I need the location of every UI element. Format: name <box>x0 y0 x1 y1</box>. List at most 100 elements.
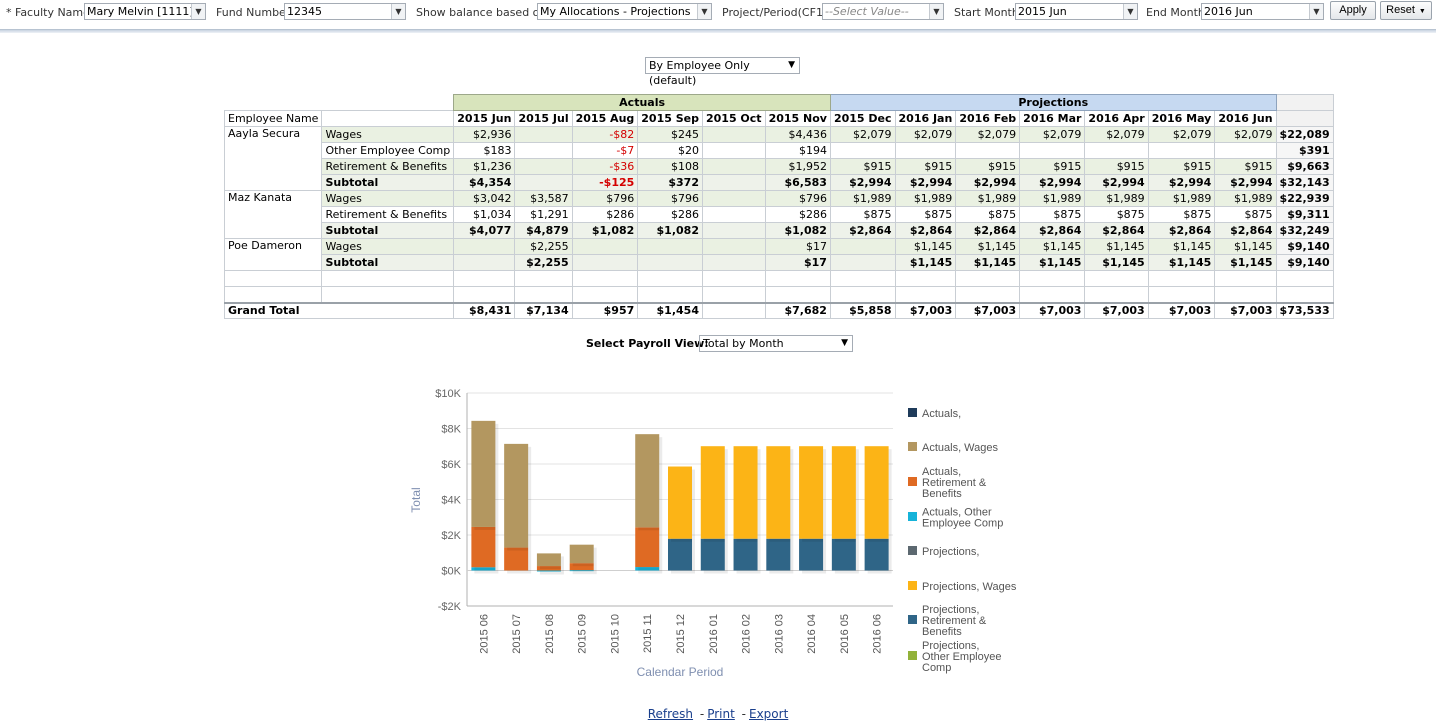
apply-button[interactable]: Apply <box>1330 1 1376 20</box>
line-item-cell: Other Employee Comp <box>321 142 455 159</box>
legend-label: Projections, Retirement & Benefits <box>922 604 987 638</box>
table-row: Retirement & Benefits $1,236 -$36 $108 $1,95… <box>225 158 1334 175</box>
empty-cell <box>1147 270 1216 287</box>
payroll-chart: -$2K $0K $2K $4K $6K $8K $10K Total Calendar Per… <box>400 380 1040 690</box>
x-tick-label: 2015 06 <box>478 614 490 654</box>
empty-cell <box>453 286 516 303</box>
value-cell: $3,587 <box>514 190 573 207</box>
month-header: 2016 Jan <box>894 110 957 127</box>
value-cell: $2,079 <box>1019 126 1086 143</box>
value-cell <box>514 174 573 191</box>
grand-total-cell: $7,134 <box>514 301 573 319</box>
value-cell <box>1084 142 1149 159</box>
value-cell <box>829 142 896 159</box>
project-period-placeholder: --Select Value-- <box>825 5 909 18</box>
y-tick-label: $4K <box>441 495 461 507</box>
value-cell: $2,994 <box>894 174 957 191</box>
month-header: 2016 Feb <box>955 110 1021 127</box>
caret-down-icon: ▼ <box>1418 8 1426 15</box>
empty-cell <box>1147 286 1216 303</box>
empty-cell <box>637 270 703 287</box>
legend-label: Actuals, Wages <box>922 442 999 454</box>
empty-cell <box>571 270 639 287</box>
bar-segment <box>536 566 561 571</box>
value-cell: $796 <box>764 190 831 207</box>
empty-cell <box>701 270 766 287</box>
empty-cell <box>637 286 703 303</box>
value-cell <box>453 238 516 255</box>
faculty-name-select[interactable]: Mary Melvin [1111] ▼ <box>84 3 206 20</box>
value-cell <box>829 254 896 271</box>
balance-basis-value: My Allocations - Projections <box>540 5 691 18</box>
table-row: Maz Kanata Wages $3,042 $3,587 $796 $796 $796 $… <box>223 190 1334 239</box>
value-cell: $2,079 <box>1214 126 1277 143</box>
start-month-label: Start Month <box>954 6 1019 19</box>
actuals-group-header: Actuals <box>453 94 831 111</box>
y-tick-label: $0K <box>441 566 461 578</box>
end-month-select[interactable]: 2016 Jun ▼ <box>1201 3 1324 20</box>
refresh-link[interactable]: Refresh <box>647 707 694 721</box>
x-axis-title: Calendar Period <box>637 665 724 679</box>
x-tick-label: 2016 05 <box>839 614 851 654</box>
value-cell: $1,989 <box>1019 190 1086 207</box>
grand-total-cell: $1,454 <box>637 301 703 319</box>
value-cell <box>453 254 516 271</box>
legend-label: Actuals, Retirement & Benefits <box>922 466 987 500</box>
line-item-cell: Wages <box>321 190 455 207</box>
value-cell: $1,989 <box>829 190 896 207</box>
value-cell: $2,079 <box>829 126 896 143</box>
empty-cell <box>223 270 323 287</box>
table-row: Other Employee Comp $183 -$7 $20 $194 $391 <box>225 142 1334 159</box>
value-cell: $2,994 <box>1019 174 1086 191</box>
fund-number-select[interactable]: 12345 ▼ <box>284 3 406 20</box>
value-cell: $2,255 <box>514 238 573 255</box>
export-link[interactable]: Export <box>749 707 789 721</box>
project-period-select[interactable]: --Select Value-- ▼ <box>822 3 944 20</box>
value-cell: $194 <box>764 142 831 159</box>
table-row: Retirement & Benefits $1,034 $1,291 $286 $28… <box>225 206 1334 223</box>
x-tick-label: 2015 12 <box>675 614 687 654</box>
bar-segment <box>799 538 824 571</box>
faculty-name-label: * Faculty Name <box>6 6 90 19</box>
prompt-bar-divider <box>0 29 1436 33</box>
start-month-select[interactable]: 2015 Jun ▼ <box>1015 3 1138 20</box>
grand-total-cell: $7,003 <box>894 301 957 319</box>
balance-basis-select[interactable]: My Allocations - Projections ▼ <box>537 3 712 20</box>
payroll-view-dropdown[interactable]: Total by Month ▼ <box>699 335 853 352</box>
reset-button[interactable]: Reset ▼ <box>1380 1 1432 20</box>
empty-cell <box>1214 286 1277 303</box>
value-cell: $1,145 <box>955 254 1021 271</box>
view-selector-dropdown[interactable]: By Employee Only (default) ▼ <box>645 57 800 87</box>
value-cell: $1,145 <box>1084 254 1149 271</box>
value-cell: $2,079 <box>894 126 957 143</box>
bar-segment <box>471 420 496 527</box>
print-link[interactable]: Print <box>707 707 735 721</box>
value-cell: $1,989 <box>1214 190 1277 207</box>
value-cell: $1,145 <box>1019 254 1086 271</box>
bar-segment <box>536 570 561 572</box>
y-tick-label: -$2K <box>438 601 462 613</box>
bar-segment <box>864 446 889 539</box>
value-cell: $1,034 <box>453 206 516 223</box>
value-cell <box>701 142 766 159</box>
grand-total-cell: $8,431 <box>453 301 516 319</box>
value-cell <box>701 254 766 271</box>
bar-shadow <box>638 570 663 574</box>
chevron-down-icon: ▼ <box>697 4 711 19</box>
grand-total-cell: $7,003 <box>955 301 1021 319</box>
start-month-value: 2015 Jun <box>1018 5 1067 18</box>
value-cell: $915 <box>1084 158 1149 175</box>
x-tick-label: 2016 04 <box>806 614 818 654</box>
value-cell <box>514 126 573 143</box>
bar-segment <box>569 570 594 572</box>
bar-segment <box>799 446 824 539</box>
balance-basis-label: Show balance based on: <box>416 6 551 19</box>
grand-total-cell: $7,003 <box>1019 301 1086 319</box>
row-total-cell: $391 <box>1275 142 1334 159</box>
apply-button-label: Apply <box>1339 4 1367 16</box>
x-tick-label: 2015 10 <box>609 614 621 654</box>
value-cell: $875 <box>1214 206 1277 223</box>
fund-number-label: Fund Number <box>216 6 291 19</box>
bar-segment <box>504 443 529 548</box>
bar-segment <box>700 446 725 539</box>
